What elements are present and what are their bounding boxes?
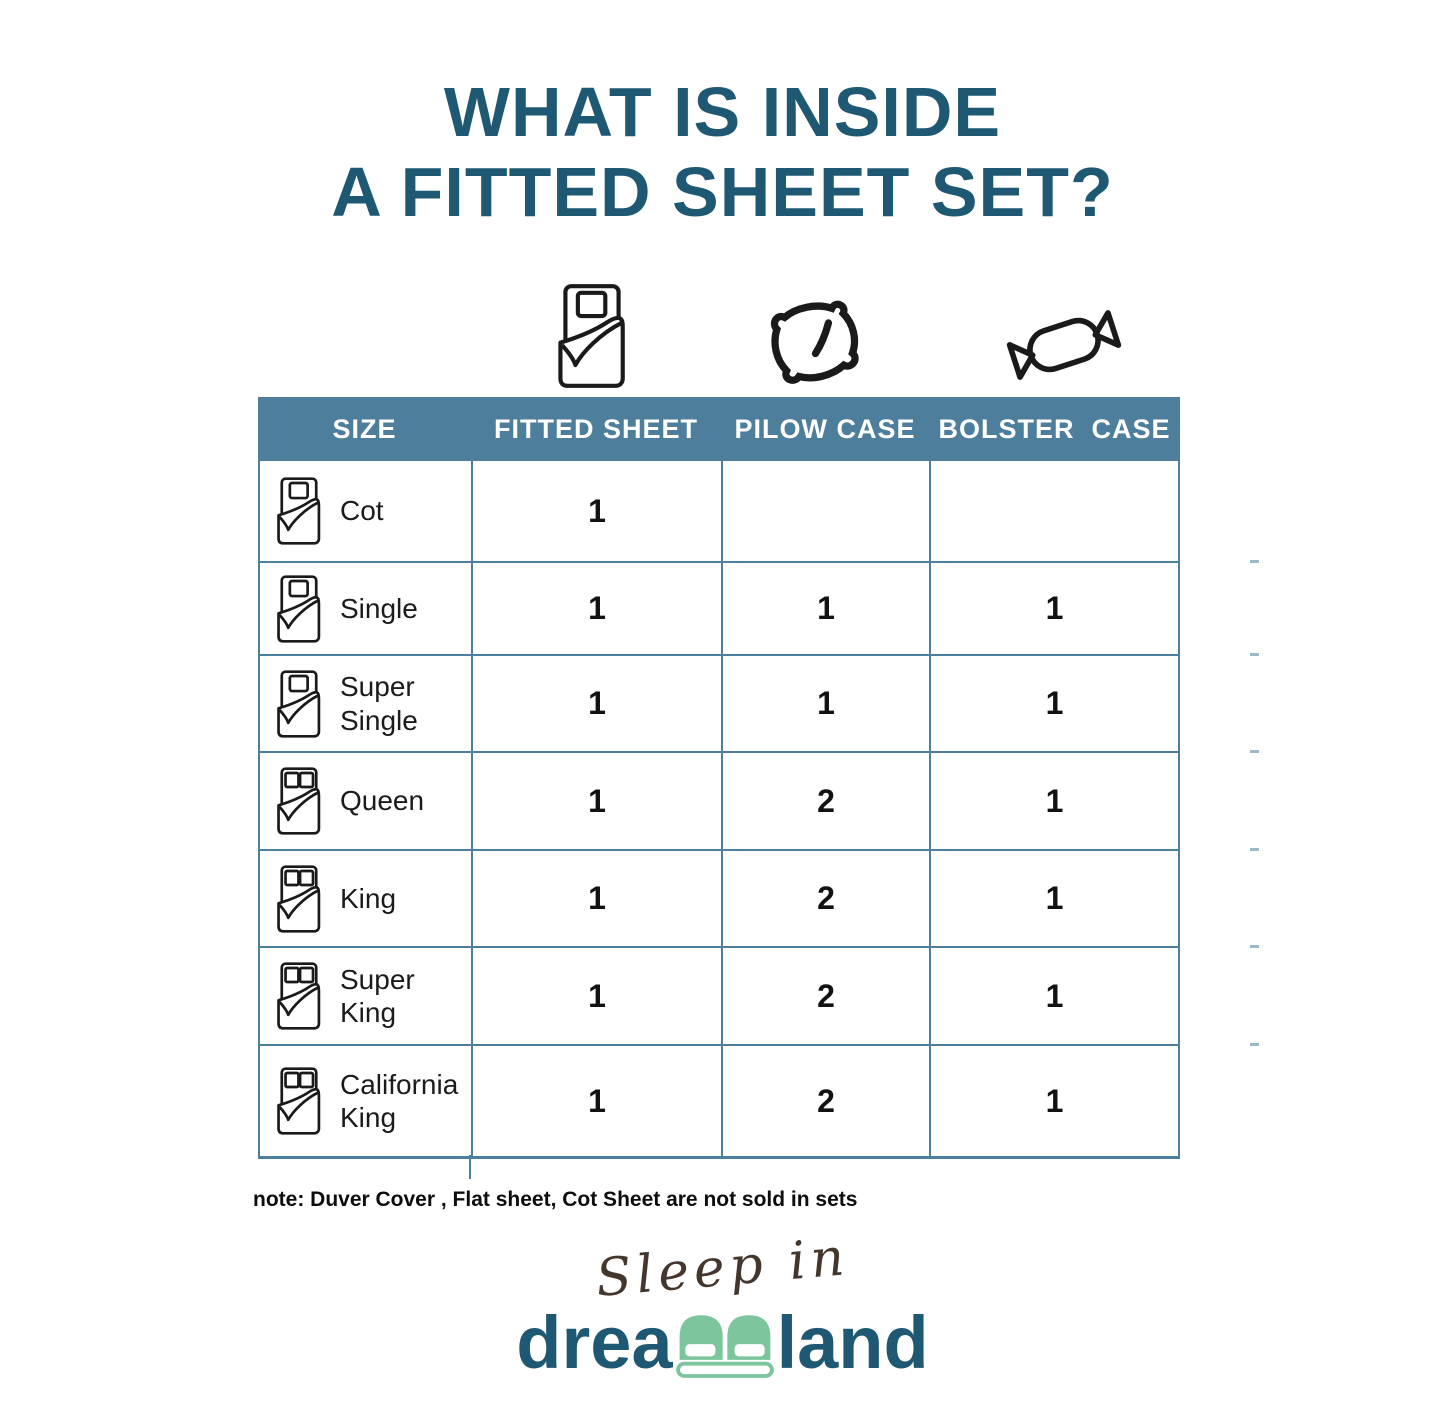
fitted-sheet-qty: 1 [471,461,721,561]
bolster-icon [1006,310,1122,380]
bolster-case-qty: 1 [929,948,1178,1044]
brand-wordmark: drea land [0,1306,1445,1380]
row-tick-mark [1250,750,1259,753]
bed-letter-m-icon [675,1315,774,1378]
table-body: Cot 1 Single 1 1 1 Super Single [258,461,1180,1159]
column-divider-tail [469,1155,471,1179]
single-bed-icon [550,282,634,390]
row-tick-mark [1250,560,1259,563]
size-label: King [340,882,397,914]
size-cell: King [260,851,471,946]
double-bed-icon [277,1067,321,1135]
bolster-case-qty: 1 [929,563,1178,654]
size-label: Single [340,592,418,624]
double-bed-icon [277,962,321,1030]
size-cell: Cot [260,461,471,561]
row-tick-mark [1250,945,1259,948]
table-row-super-king: Super King 1 2 1 [260,948,1178,1046]
col-header-fitted-sheet: FITTED SHEET [493,413,698,444]
size-label: Queen [340,785,425,817]
table-row-queen: Queen 1 2 1 [260,753,1178,851]
bolster-case-qty: 1 [929,851,1178,946]
bolster-case-qty: 1 [929,656,1178,751]
size-label: California King [340,1068,459,1133]
fitted-sheet-qty: 1 [471,656,721,751]
row-tick-mark [1250,653,1259,656]
pillow-case-qty: 2 [721,1046,929,1156]
pillow-case-qty: 2 [721,948,929,1044]
table-row-single: Single 1 1 1 [260,563,1178,656]
pillow-case-qty: 2 [721,851,929,946]
row-tick-mark [1250,848,1259,851]
page-title: WHAT IS INSIDE A FITTED SHEET SET? [0,72,1445,232]
fitted-sheet-qty: 1 [471,753,721,849]
bolster-case-qty: 1 [929,1046,1178,1156]
table-row-cot: Cot 1 [260,461,1178,563]
bolster-case-qty [929,461,1178,561]
col-header-bolster-case: BOLSTER CASE [938,413,1171,444]
sheet-set-table: SIZE FITTED SHEET PILOW CASE BOLSTER CAS… [258,397,1180,1159]
pillow-icon [770,300,859,384]
size-cell: Super King [260,948,471,1044]
wordmark-part-1: drea [516,1301,673,1384]
table-row-california-king: California King 1 2 1 [260,1046,1178,1156]
single-bed-icon [277,669,321,738]
row-tick-mark [1250,1043,1259,1046]
pillow-case-qty: 1 [721,563,929,654]
size-label: Cot [340,495,384,527]
single-bed-icon [277,574,321,643]
col-header-pillow-case: PILOW CASE [734,413,916,444]
table-row-super-single: Super Single 1 1 1 [260,656,1178,753]
table-header-row: SIZE FITTED SHEET PILOW CASE BOLSTER CAS… [258,397,1180,461]
title-line-1: WHAT IS INSIDE [443,73,1002,151]
pillow-case-qty [721,461,929,561]
fitted-sheet-qty: 1 [471,1046,721,1156]
bolster-case-qty: 1 [929,753,1178,849]
single-bed-icon [277,477,321,545]
double-bed-icon [277,767,321,835]
size-label: Super King [340,963,415,1028]
size-label: Super Single [340,671,418,736]
fitted-sheet-qty: 1 [471,851,721,946]
double-bed-icon [277,864,321,933]
size-cell: Single [260,563,471,654]
fitted-sheet-qty: 1 [471,563,721,654]
footnote: note: Duver Cover , Flat sheet, Cot Shee… [253,1188,858,1211]
title-line-2: A FITTED SHEET SET? [331,153,1114,231]
wordmark-part-2: land [776,1301,929,1384]
table-row-king: King 1 2 1 [260,851,1178,948]
size-cell: Queen [260,753,471,849]
pillow-case-qty: 2 [721,753,929,849]
fitted-sheet-qty: 1 [471,948,721,1044]
col-header-size: SIZE [332,413,397,444]
size-cell: Super Single [260,656,471,751]
pillow-case-qty: 1 [721,656,929,751]
size-cell: California King [260,1046,471,1156]
